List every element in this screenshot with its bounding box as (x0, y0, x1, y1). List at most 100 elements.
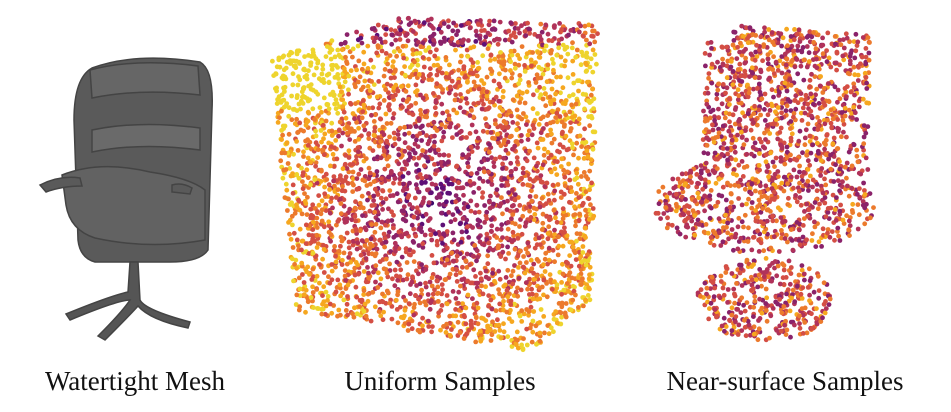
point (339, 143, 344, 149)
point (510, 97, 516, 103)
point (509, 133, 514, 139)
point (395, 292, 400, 298)
point (537, 338, 543, 344)
point (344, 261, 350, 267)
point (324, 177, 330, 182)
point (474, 170, 480, 176)
point (327, 210, 333, 216)
point (743, 128, 748, 134)
point (355, 240, 361, 246)
point (529, 188, 534, 194)
point (458, 23, 464, 28)
point (474, 73, 480, 79)
point (414, 137, 419, 143)
point (489, 282, 494, 287)
point (441, 231, 446, 237)
point (839, 110, 845, 115)
point (473, 339, 479, 345)
point (792, 98, 798, 103)
point (555, 159, 560, 165)
point (392, 240, 398, 246)
point (459, 229, 465, 235)
point (578, 254, 584, 259)
point (302, 191, 307, 197)
point (276, 57, 282, 63)
point (727, 317, 732, 323)
point (553, 309, 559, 314)
point (314, 232, 320, 238)
point (316, 113, 321, 118)
point (323, 289, 329, 295)
point (473, 315, 479, 321)
point (345, 294, 350, 299)
point (412, 195, 418, 201)
point (578, 62, 584, 68)
point (310, 227, 316, 233)
point (355, 149, 361, 155)
point (380, 188, 385, 193)
point (696, 195, 702, 201)
point (461, 192, 466, 198)
point (289, 117, 295, 123)
point (414, 283, 419, 288)
point (719, 193, 725, 199)
point (570, 72, 576, 77)
point (714, 313, 719, 318)
point (455, 28, 461, 34)
point (720, 123, 726, 129)
point (803, 127, 809, 133)
point (402, 140, 408, 146)
point (418, 107, 423, 113)
point (501, 321, 506, 327)
point (431, 143, 437, 149)
point (458, 59, 463, 65)
point (281, 97, 287, 103)
point (668, 207, 674, 213)
point (350, 169, 356, 175)
point (481, 242, 487, 248)
point (485, 157, 491, 163)
point (737, 125, 742, 131)
point (340, 257, 345, 263)
point (510, 212, 516, 218)
point (862, 188, 867, 193)
point (340, 104, 346, 109)
point (327, 301, 333, 307)
point (531, 270, 536, 276)
point (765, 164, 771, 170)
point (519, 116, 525, 122)
point (300, 170, 306, 176)
point (461, 109, 467, 115)
point (290, 245, 296, 250)
point (497, 154, 503, 160)
point (486, 293, 492, 298)
point (402, 307, 408, 313)
point (405, 272, 411, 278)
point (465, 224, 470, 230)
point (312, 238, 317, 244)
point (480, 291, 486, 297)
point (423, 280, 428, 286)
point (492, 136, 497, 141)
point (431, 62, 437, 68)
point (520, 165, 526, 171)
point (768, 278, 773, 284)
point (343, 54, 348, 60)
point (358, 167, 364, 172)
point (708, 205, 714, 211)
point (392, 141, 398, 147)
point (863, 54, 869, 60)
point (806, 207, 812, 212)
point (477, 328, 483, 334)
point (825, 206, 831, 211)
point (376, 309, 382, 314)
point (450, 289, 456, 294)
point (331, 178, 336, 184)
point (300, 272, 305, 277)
point (485, 129, 490, 135)
point (704, 291, 709, 297)
point (358, 35, 364, 41)
point (317, 262, 322, 267)
point (798, 97, 804, 102)
point (541, 292, 546, 298)
